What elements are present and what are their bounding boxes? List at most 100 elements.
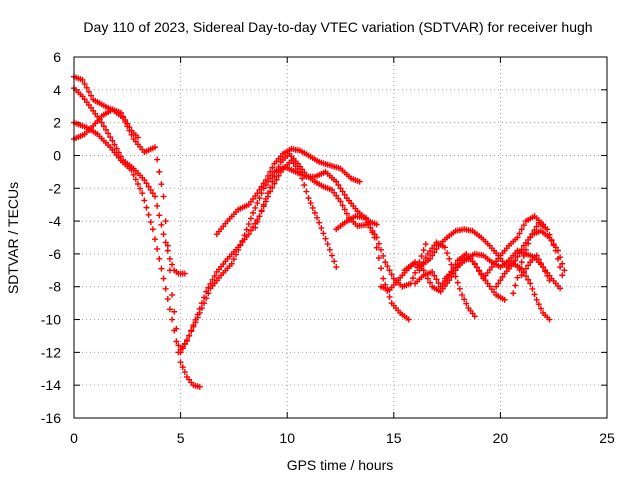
y-axis-label: SDTVAR / TECUs xyxy=(5,182,21,294)
data-point xyxy=(307,200,314,207)
data-series xyxy=(71,73,568,390)
data-point xyxy=(322,235,329,242)
data-point xyxy=(188,328,195,335)
data-point xyxy=(203,295,210,302)
data-point xyxy=(441,244,448,251)
data-point xyxy=(378,246,385,253)
data-point xyxy=(177,359,184,366)
data-point xyxy=(196,309,203,316)
data-point xyxy=(544,272,551,279)
x-tick-label: 20 xyxy=(493,430,509,446)
data-point xyxy=(258,207,265,214)
data-point xyxy=(158,221,165,228)
data-point xyxy=(339,202,346,209)
data-point xyxy=(343,210,350,217)
data-point xyxy=(429,268,436,275)
data-point xyxy=(514,274,521,281)
data-point xyxy=(516,230,523,237)
data-point xyxy=(113,145,120,152)
data-point xyxy=(427,279,434,286)
data-point xyxy=(132,176,139,183)
data-point xyxy=(418,263,425,270)
data-point xyxy=(456,285,463,292)
data-point xyxy=(476,267,483,274)
data-point xyxy=(88,92,95,99)
chart-title: Day 110 of 2023, Sidereal Day-to-day VTE… xyxy=(83,19,592,35)
series-track-6 xyxy=(213,145,363,238)
data-point xyxy=(149,226,156,233)
series-track-12 xyxy=(416,239,478,320)
data-point xyxy=(194,314,201,321)
plot-frame xyxy=(73,56,608,419)
data-point xyxy=(233,251,240,258)
data-point xyxy=(254,200,261,207)
data-point xyxy=(262,177,269,184)
y-tick-label: -8 xyxy=(49,279,62,295)
data-point xyxy=(429,252,436,259)
series-track-15 xyxy=(510,219,566,297)
data-point xyxy=(81,80,88,87)
data-point xyxy=(130,171,137,178)
data-point xyxy=(328,252,335,259)
data-point xyxy=(522,246,529,253)
data-point xyxy=(533,296,540,303)
data-point xyxy=(380,275,387,282)
data-point xyxy=(516,266,523,273)
data-point xyxy=(533,223,540,230)
data-point xyxy=(531,227,538,234)
data-point xyxy=(531,291,538,298)
data-point xyxy=(267,184,274,191)
data-point xyxy=(420,247,427,254)
data-point xyxy=(525,262,532,269)
data-point xyxy=(416,267,423,274)
data-point xyxy=(512,282,519,289)
data-point xyxy=(143,180,150,187)
data-point xyxy=(422,255,429,262)
data-point xyxy=(444,250,451,257)
data-point xyxy=(535,256,542,263)
data-point xyxy=(186,332,193,339)
data-point xyxy=(518,226,525,233)
x-tick-label: 0 xyxy=(70,430,78,446)
data-point xyxy=(542,268,549,275)
data-point xyxy=(301,181,308,188)
data-point xyxy=(388,271,395,278)
data-point xyxy=(122,118,129,125)
data-point xyxy=(380,252,387,259)
data-point xyxy=(554,255,561,262)
data-point xyxy=(149,190,156,197)
data-point xyxy=(324,241,331,248)
data-point xyxy=(459,291,466,298)
data-point xyxy=(331,258,338,265)
data-point xyxy=(265,172,272,179)
series-track-7 xyxy=(252,150,429,290)
data-point xyxy=(433,245,440,252)
data-point xyxy=(546,231,553,238)
data-point xyxy=(382,259,389,266)
data-point xyxy=(158,181,165,188)
data-point xyxy=(418,253,425,260)
data-point xyxy=(171,327,178,334)
data-point xyxy=(318,225,325,232)
x-axis-label: GPS time / hours xyxy=(287,457,394,473)
data-point xyxy=(495,280,502,287)
data-point xyxy=(510,290,517,297)
data-point xyxy=(320,230,327,237)
data-point xyxy=(537,305,544,312)
data-point xyxy=(311,209,318,216)
data-point xyxy=(107,134,114,141)
data-point xyxy=(463,300,470,307)
data-point xyxy=(363,214,370,221)
data-point xyxy=(448,261,455,268)
data-point xyxy=(269,178,276,185)
data-point xyxy=(333,264,340,271)
data-point xyxy=(179,364,186,371)
data-point xyxy=(303,188,310,195)
data-point xyxy=(154,202,161,209)
data-point xyxy=(529,230,536,237)
data-point xyxy=(247,227,254,234)
data-point xyxy=(265,190,272,197)
data-point xyxy=(181,369,188,376)
data-point xyxy=(335,181,342,188)
